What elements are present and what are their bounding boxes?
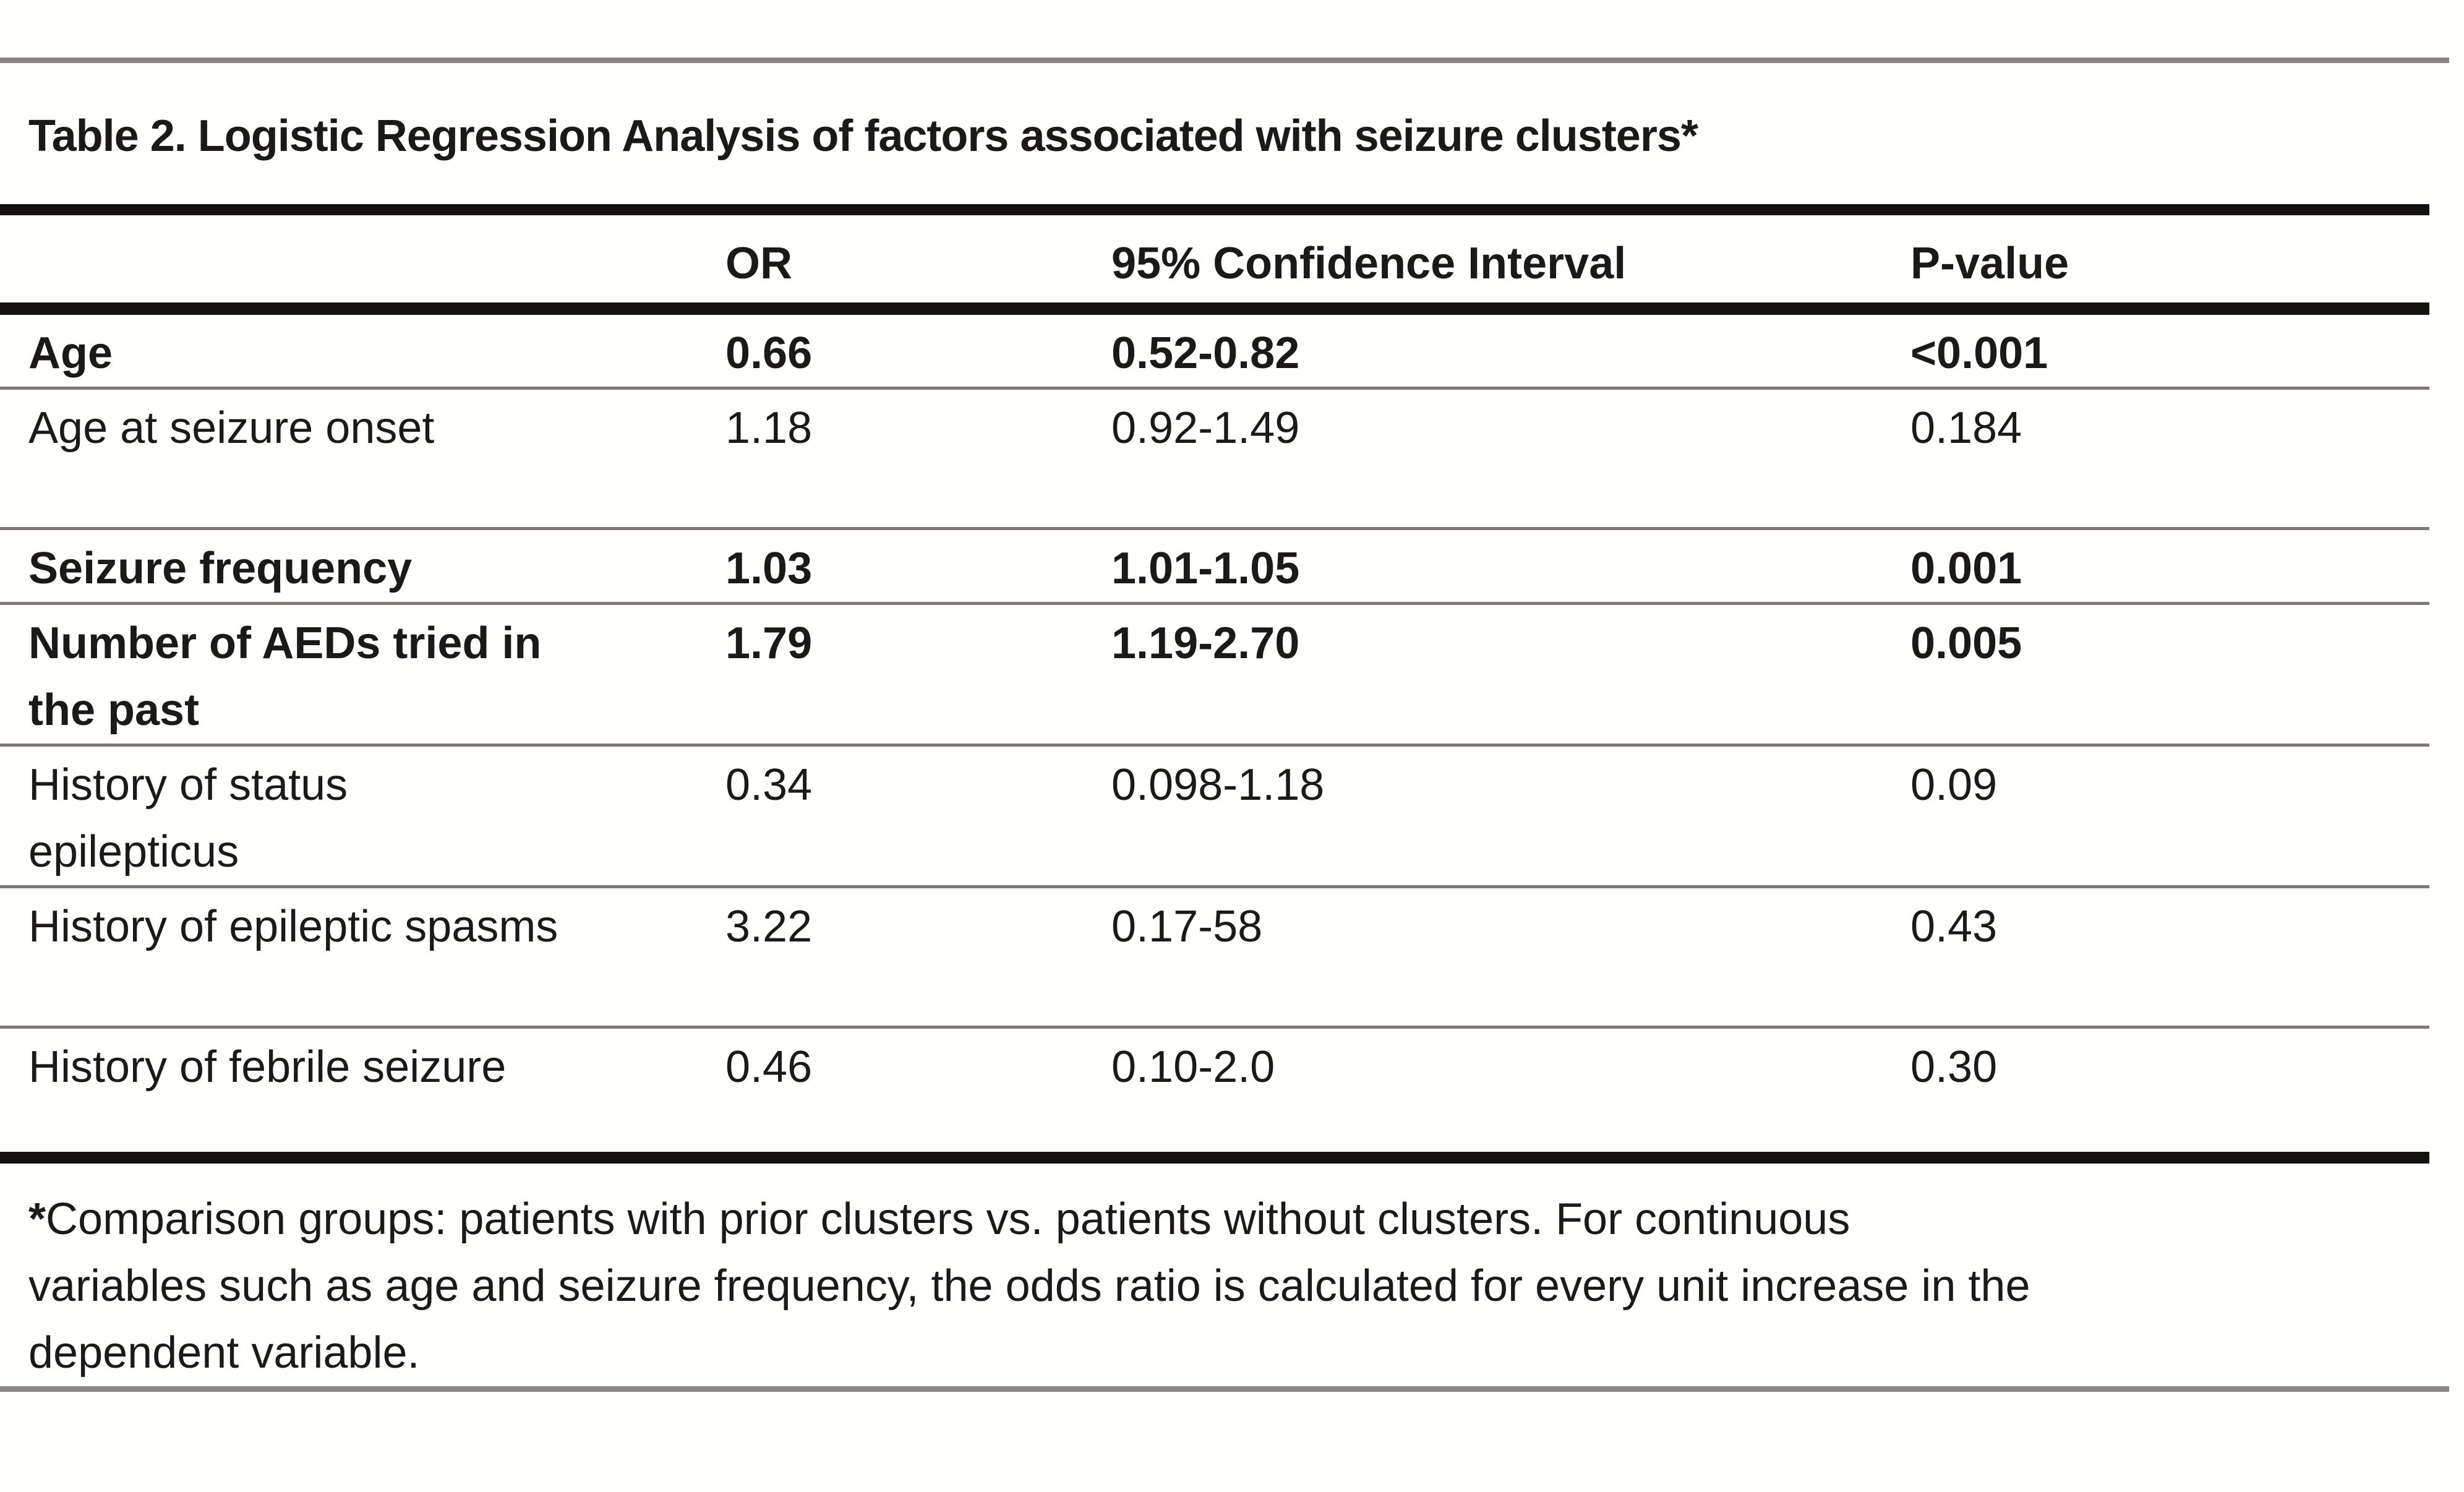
footnote-asterisk: * <box>28 1194 46 1244</box>
row-label: History of epileptic spasms <box>28 902 558 951</box>
header-variable-cell <box>0 210 725 309</box>
table-row-age-at-onset: Age at seizure onset 1.18 0.92-1.49 0.18… <box>0 388 2429 529</box>
ci-value: 0.17-58 <box>1111 902 1263 951</box>
row-label: History of status epilepticus <box>28 760 348 877</box>
table-footnote: *Comparison groups: patients with prior … <box>28 1186 2397 1386</box>
ci-value: 0.52-0.82 <box>1111 328 1300 378</box>
p-value: 0.09 <box>1910 760 1998 810</box>
p-value: 0.005 <box>1910 619 2022 668</box>
table-row-febrile-seizure: History of febrile seizure 0.46 0.10-2.0… <box>0 1027 2429 1158</box>
bottom-hairline-rule <box>0 1386 2449 1392</box>
p-value: 0.184 <box>1910 403 2022 453</box>
or-value: 0.66 <box>725 328 813 378</box>
p-value: <0.001 <box>1910 328 2048 378</box>
or-value: 1.03 <box>725 544 813 593</box>
ci-value: 0.10-2.0 <box>1111 1042 1275 1092</box>
table-row-status-epilepticus: History of status epilepticus 0.34 0.098… <box>0 745 2429 887</box>
logistic-regression-table: OR 95% Confidence Interval P-value Age 0… <box>0 204 2429 1164</box>
row-label: Age <box>28 328 113 378</box>
top-hairline-rule <box>0 58 2449 63</box>
ci-value: 0.098-1.18 <box>1111 760 1325 810</box>
p-value: 0.43 <box>1910 902 1998 951</box>
or-value: 0.34 <box>725 760 813 810</box>
table-row-epileptic-spasms: History of epileptic spasms 3.22 0.17-58… <box>0 887 2429 1027</box>
ci-value: 1.01-1.05 <box>1111 544 1300 593</box>
row-label: Number of AEDs tried in the past <box>28 619 542 735</box>
header-or-cell: OR <box>725 239 792 288</box>
ci-value: 1.19-2.70 <box>1111 619 1300 668</box>
or-value: 3.22 <box>725 902 813 951</box>
table-title: Table 2. Logistic Regression Analysis of… <box>28 111 1698 161</box>
header-pvalue-cell: P-value <box>1910 239 2069 288</box>
footnote-text: Comparison groups: patients with prior c… <box>28 1194 2030 1378</box>
row-label: Age at seizure onset <box>28 403 435 453</box>
p-value: 0.30 <box>1910 1042 1998 1092</box>
table-row-seizure-frequency: Seizure frequency 1.03 1.01-1.05 0.001 <box>0 529 2429 604</box>
table-row-age: Age 0.66 0.52-0.82 <0.001 <box>0 309 2429 388</box>
table-row-number-of-aeds: Number of AEDs tried in the past 1.79 1.… <box>0 604 2429 745</box>
p-value: 0.001 <box>1910 544 2022 593</box>
header-ci-cell: 95% Confidence Interval <box>1111 239 1627 288</box>
header-row: OR 95% Confidence Interval P-value <box>0 210 2429 309</box>
or-value: 1.79 <box>725 619 813 668</box>
table-body: Age 0.66 0.52-0.82 <0.001 Age at seizure… <box>0 309 2429 1158</box>
table-header: OR 95% Confidence Interval P-value <box>0 210 2429 309</box>
or-value: 1.18 <box>725 403 813 453</box>
or-value: 0.46 <box>725 1042 813 1092</box>
row-label: Seizure frequency <box>28 544 413 593</box>
row-label: History of febrile seizure <box>28 1042 507 1092</box>
ci-value: 0.92-1.49 <box>1111 403 1300 453</box>
